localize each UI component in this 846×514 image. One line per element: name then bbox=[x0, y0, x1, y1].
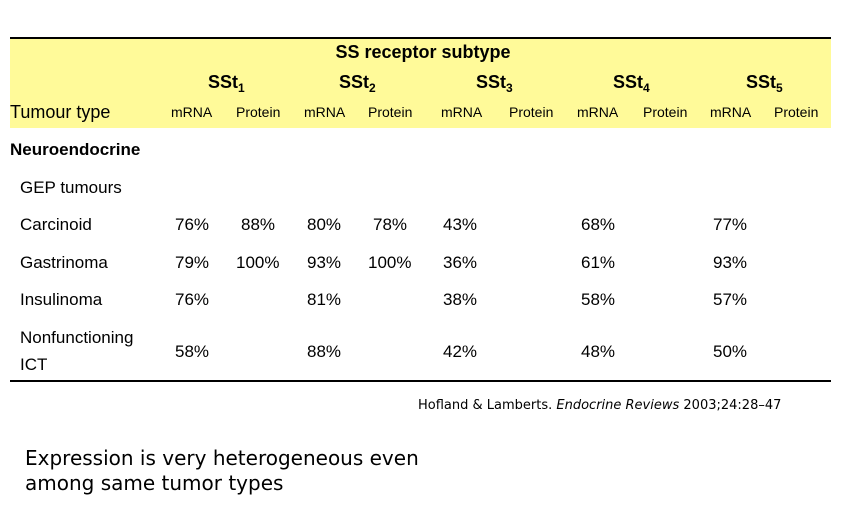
citation-ref: 2003;24:28–47 bbox=[683, 398, 782, 413]
table-cell: 76% bbox=[175, 215, 210, 234]
subtype-header-5: SSt5 bbox=[746, 72, 783, 95]
col-sst1-mrna: mRNA bbox=[171, 104, 213, 120]
table-cell: 100% bbox=[236, 253, 280, 272]
note-line-2: among same tumor types bbox=[25, 471, 284, 495]
col-sst1-protein: Protein bbox=[236, 104, 281, 120]
col-sst3-mrna: mRNA bbox=[441, 104, 483, 120]
col-sst4-mrna: mRNA bbox=[577, 104, 619, 120]
table-cell: 93% bbox=[307, 253, 342, 272]
table-cell: 68% bbox=[581, 215, 616, 234]
table-header-band bbox=[10, 37, 831, 128]
subtype-header-2: SSt2 bbox=[339, 72, 376, 95]
row-label-insulinoma: Insulinoma bbox=[20, 290, 103, 309]
table-cell: 48% bbox=[581, 342, 616, 361]
table-cell: 36% bbox=[443, 253, 478, 272]
row-label-carcinoid: Carcinoid bbox=[20, 215, 92, 234]
table-cell: 43% bbox=[443, 215, 478, 234]
table-cell: 77% bbox=[713, 215, 748, 234]
table-cell: 80% bbox=[307, 215, 342, 234]
table-cell: 58% bbox=[175, 342, 210, 361]
table-cell: 100% bbox=[368, 253, 412, 272]
row-label-ict: ICT bbox=[20, 355, 48, 374]
citation: Hofland & Lamberts. Endocrine Reviews 20… bbox=[418, 398, 781, 413]
table-cell: 38% bbox=[443, 290, 478, 309]
col-sst2-protein: Protein bbox=[368, 104, 413, 120]
subtype-header-1: SSt1 bbox=[208, 72, 245, 95]
table-cell: 78% bbox=[373, 215, 408, 234]
table-cell: 88% bbox=[307, 342, 342, 361]
tumour-type-header: Tumour type bbox=[10, 102, 111, 122]
col-sst5-protein: Protein bbox=[774, 104, 819, 120]
table-cell: 61% bbox=[581, 253, 616, 272]
table-title: SS receptor subtype bbox=[335, 42, 511, 62]
section-neuroendocrine: Neuroendocrine bbox=[10, 140, 141, 159]
table-cell: 88% bbox=[241, 215, 276, 234]
col-sst2-mrna: mRNA bbox=[304, 104, 346, 120]
table-cell: 76% bbox=[175, 290, 210, 309]
row-label-gastrinoma: Gastrinoma bbox=[20, 253, 108, 272]
table-cell: 79% bbox=[175, 253, 210, 272]
note-line-1: Expression is very heterogeneous even bbox=[25, 446, 419, 470]
citation-journal: Endocrine Reviews bbox=[556, 398, 680, 413]
table-cell: 81% bbox=[307, 290, 342, 309]
subtype-header-3: SSt3 bbox=[476, 72, 513, 95]
subtype-header-4: SSt4 bbox=[613, 72, 650, 95]
citation-authors: Hofland & Lamberts. bbox=[418, 398, 553, 413]
table-cell: 42% bbox=[443, 342, 478, 361]
col-sst5-mrna: mRNA bbox=[710, 104, 752, 120]
group-gep-tumours: GEP tumours bbox=[20, 178, 122, 197]
table-cell: 58% bbox=[581, 290, 616, 309]
table-cell: 93% bbox=[713, 253, 748, 272]
col-sst3-protein: Protein bbox=[509, 104, 554, 120]
table-cell: 57% bbox=[713, 290, 748, 309]
table-bottom-rule bbox=[10, 380, 831, 382]
table-cell: 50% bbox=[713, 342, 748, 361]
col-sst4-protein: Protein bbox=[643, 104, 688, 120]
row-label-nonfunctioning: Nonfunctioning bbox=[20, 328, 134, 347]
